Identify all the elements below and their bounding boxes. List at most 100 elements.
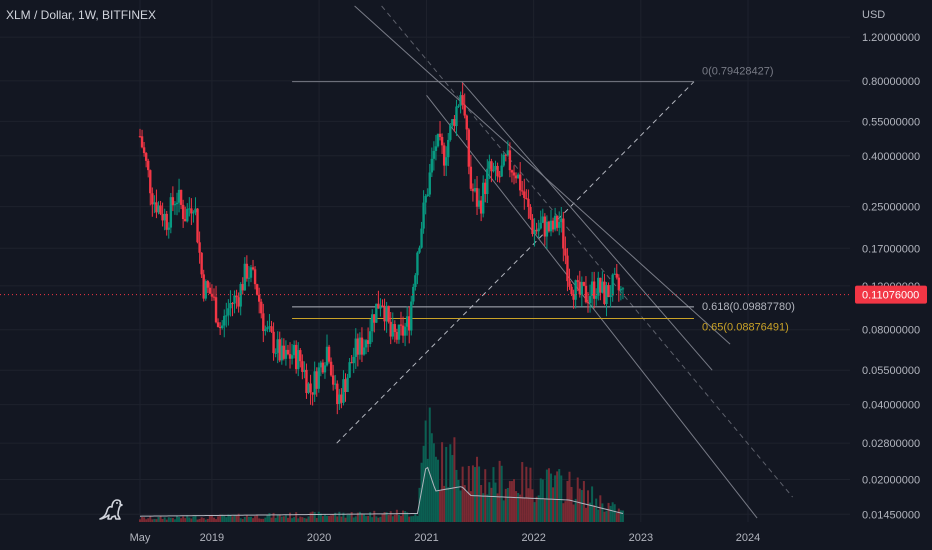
volume-bar <box>212 517 215 522</box>
volume-bar <box>180 518 183 522</box>
candle-body <box>237 297 240 307</box>
candle-body <box>223 315 226 326</box>
volume-bar <box>190 518 193 522</box>
candle-body <box>208 287 212 294</box>
volume-bar <box>352 517 355 522</box>
y-axis: USD 1.20000000 0.80000000 0.55000000 0.40000… <box>855 9 927 521</box>
volume-bar <box>545 469 548 522</box>
candle-body <box>434 146 438 151</box>
volume-bar <box>535 496 538 522</box>
volume-bar <box>342 512 345 522</box>
candle-body <box>249 267 253 278</box>
volume-bar <box>204 519 207 522</box>
candle-body <box>227 308 230 316</box>
volume-bar <box>504 488 507 522</box>
volume-bar <box>465 491 468 522</box>
current-price-label: 0.11076000 <box>862 290 919 302</box>
volume-bar <box>336 516 339 522</box>
volume-bar <box>519 494 522 522</box>
volume-bar <box>568 471 571 522</box>
candle-body <box>260 301 263 314</box>
candle-body <box>475 188 479 207</box>
volume-bar <box>182 516 185 522</box>
volume-bar <box>165 519 168 522</box>
volume-bar <box>397 514 400 522</box>
volume-bar <box>506 487 509 522</box>
volume-bar <box>184 518 187 522</box>
volume-bar <box>531 489 534 522</box>
volume-bar <box>266 515 269 522</box>
volume-bar <box>346 514 349 522</box>
candle-body <box>264 329 267 332</box>
volume-bar <box>593 505 596 522</box>
volume-bar <box>441 442 444 522</box>
volume-bar <box>500 465 503 522</box>
volume-bar <box>363 514 365 522</box>
candle-body <box>418 247 421 253</box>
volume-bar <box>171 518 174 522</box>
volume-bar <box>537 495 540 522</box>
volume-bar <box>231 516 234 522</box>
volume-bar <box>589 502 592 522</box>
candle-body <box>171 197 175 206</box>
tradingview-logo-icon <box>99 499 123 520</box>
candle-body <box>486 168 489 195</box>
volume-bar <box>457 479 460 522</box>
volume-bar <box>313 512 316 522</box>
candle-body <box>364 340 368 348</box>
volume-bar <box>391 516 394 522</box>
volume-bar <box>529 467 532 522</box>
volume-bar <box>348 514 351 522</box>
volume-bar <box>414 513 417 522</box>
candle-body <box>157 205 160 213</box>
volume-bar <box>206 519 209 522</box>
volume-bar <box>258 518 261 522</box>
volume-bar <box>323 514 326 522</box>
candle-body <box>255 284 259 295</box>
volume-bar <box>498 460 501 522</box>
candle-body <box>428 172 431 195</box>
candle-body <box>403 326 407 336</box>
candle-body <box>449 125 452 140</box>
candle-body <box>445 157 448 166</box>
candle-body <box>601 281 604 293</box>
volume-bar <box>377 517 380 522</box>
candle-body <box>451 119 454 126</box>
volume-bar <box>607 502 610 522</box>
candle-body <box>518 174 522 191</box>
candle-body <box>484 182 487 195</box>
volume-bar <box>276 514 279 522</box>
volume-bar <box>289 512 292 522</box>
candle-body <box>566 255 569 282</box>
candle-body <box>159 205 162 215</box>
volume-bar <box>543 498 546 522</box>
candle-body <box>469 166 473 189</box>
candle-body <box>327 346 331 362</box>
volume-bar <box>367 515 370 522</box>
candle-body <box>504 154 507 156</box>
volume-bar <box>430 433 433 522</box>
chart-title: XLM / Dollar, 1W, BITFINEX <box>6 8 157 22</box>
candle-body <box>490 161 493 172</box>
volume-bar <box>496 493 499 522</box>
volume-bar <box>580 490 583 522</box>
volume-bar <box>315 518 318 522</box>
volume-bar <box>350 512 353 522</box>
candle-body <box>315 371 318 389</box>
volume-bar <box>282 516 285 522</box>
volume-bar <box>603 511 606 522</box>
volume-bar <box>426 458 429 522</box>
candle-body <box>558 222 561 228</box>
volume-bar <box>574 498 577 522</box>
y-tick-label: 0.80000000 <box>862 76 920 88</box>
volume-bar <box>243 516 246 522</box>
volume-bar <box>615 513 618 522</box>
candle-body <box>200 252 203 275</box>
chart-drawings: 0(0.79428427) 0.618(0.09887780) 0.65(0.088… <box>292 5 795 519</box>
volume-bar <box>194 515 197 522</box>
candle-body <box>447 139 450 158</box>
candle-body <box>399 324 403 326</box>
candle-body <box>262 313 265 332</box>
volume-bar <box>445 446 448 522</box>
